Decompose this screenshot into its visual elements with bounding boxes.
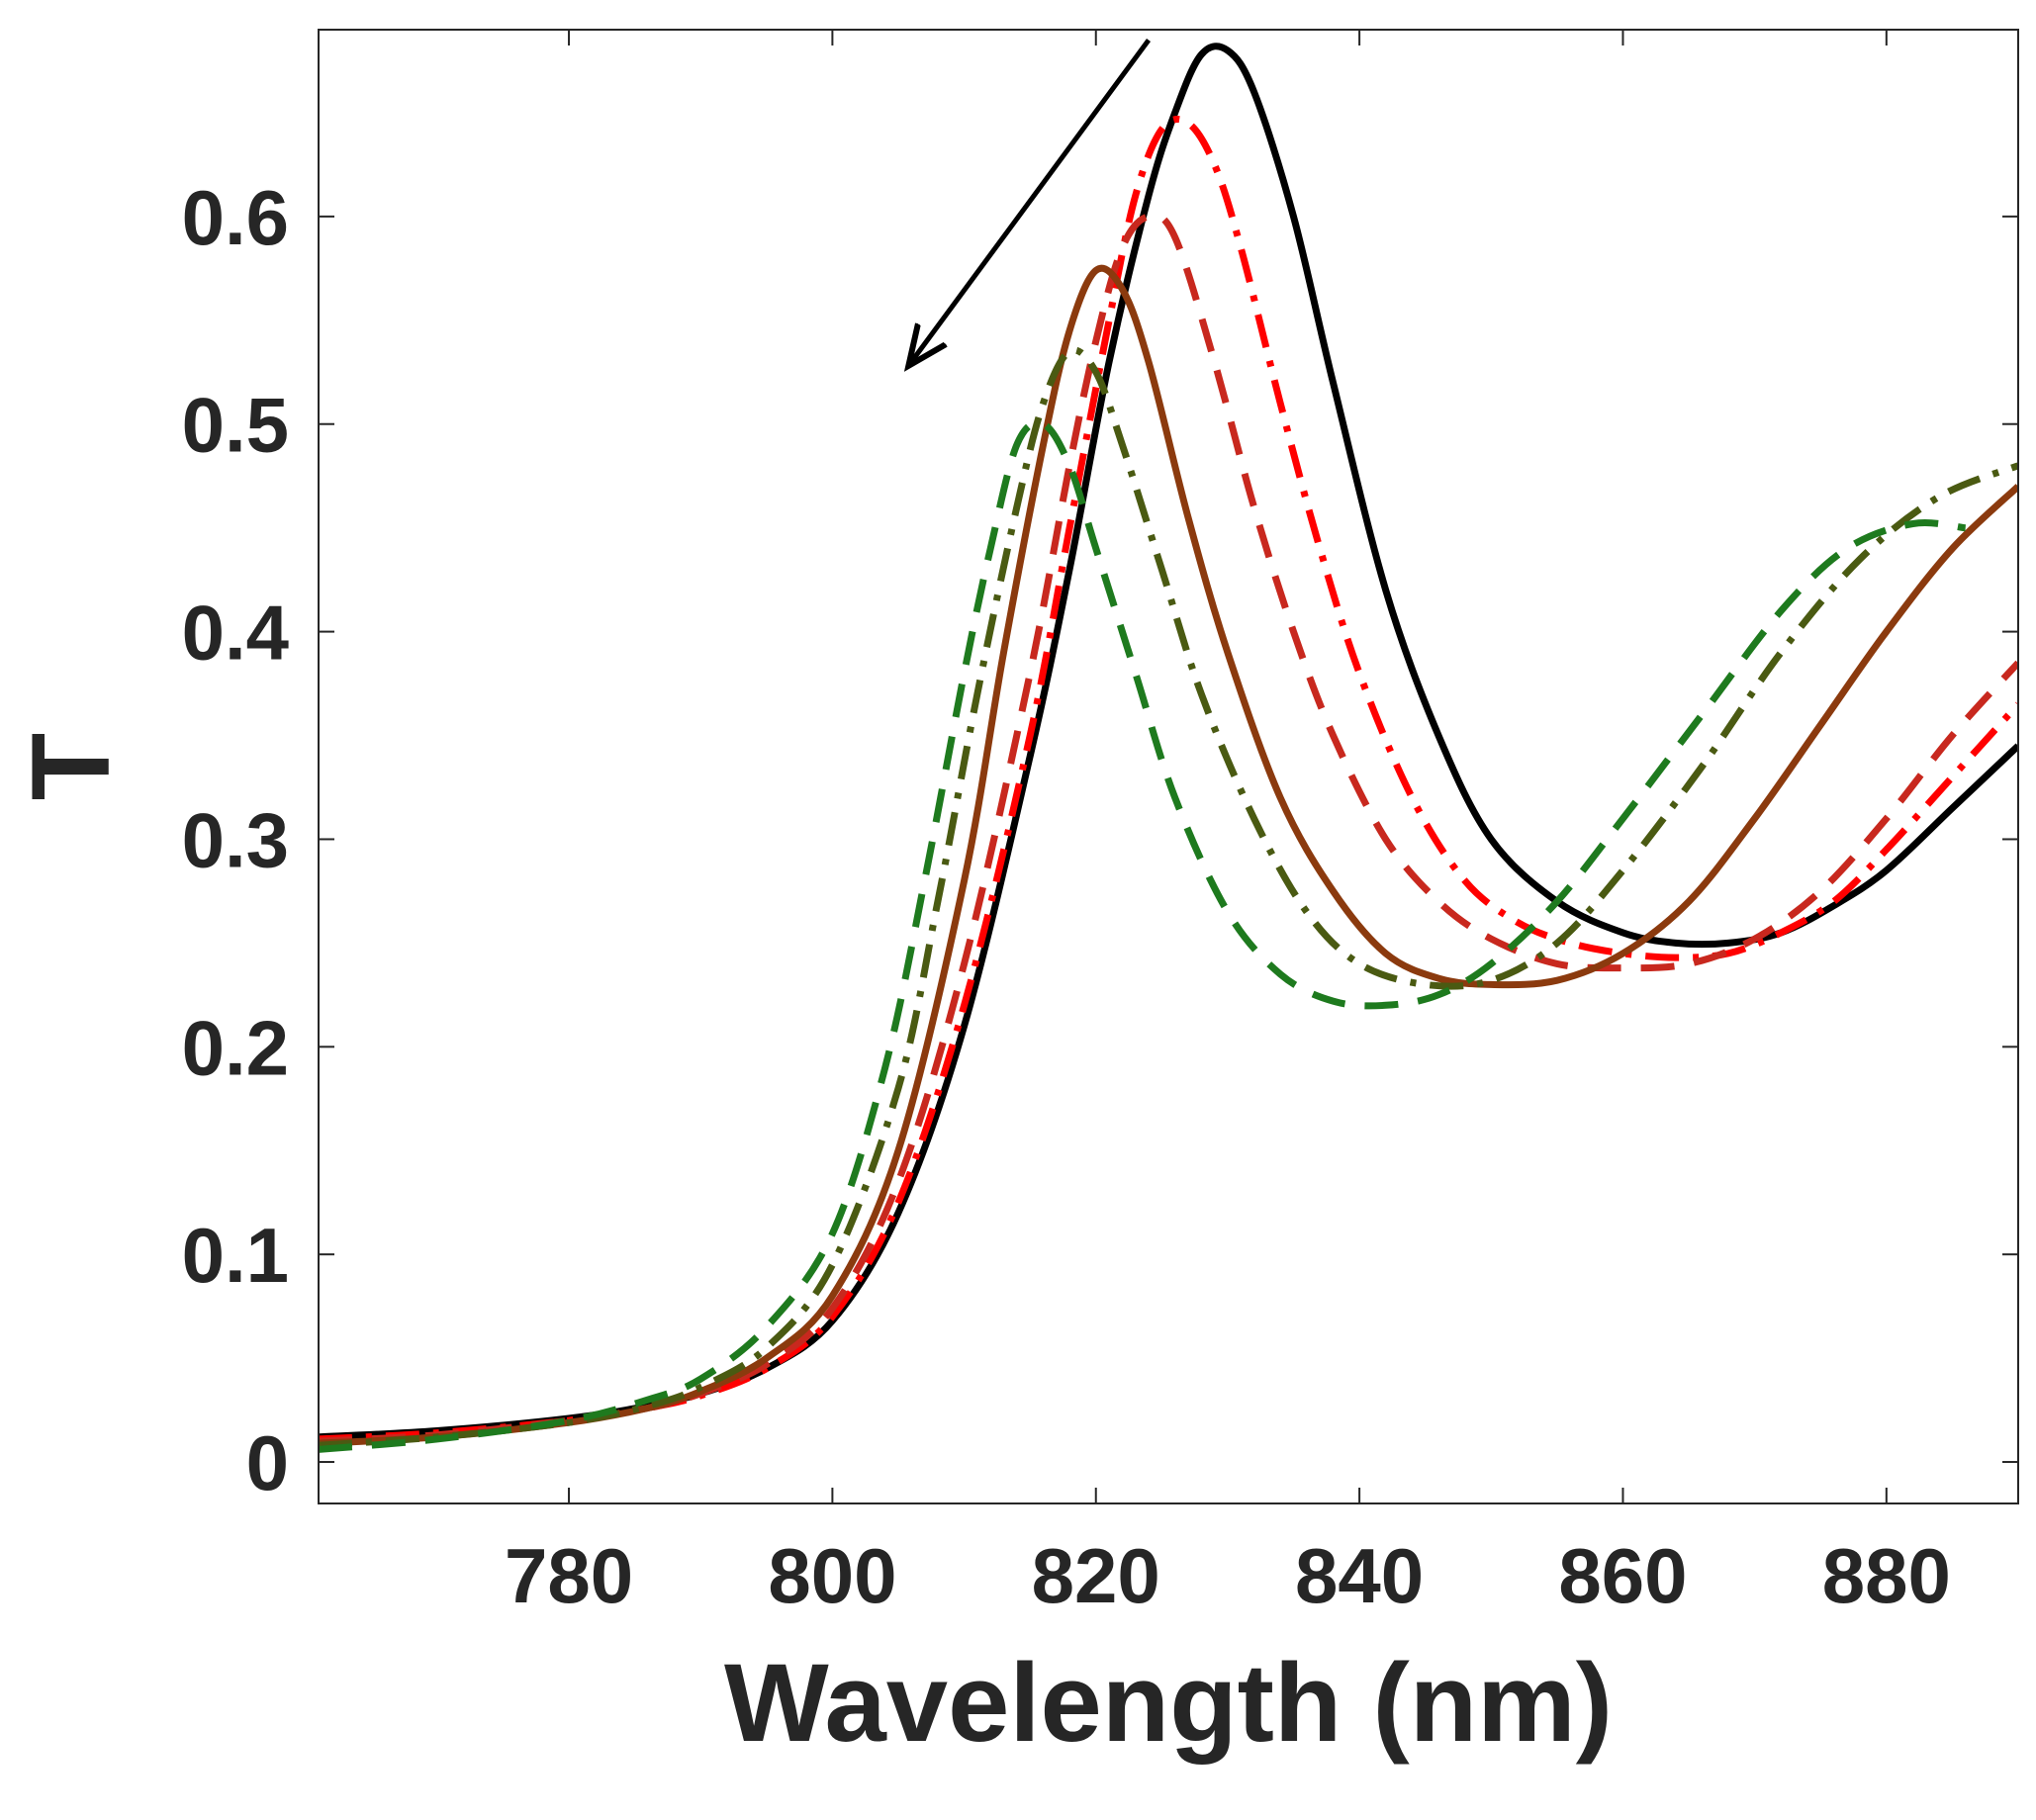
y-tick-label: 0.2 xyxy=(182,1004,289,1091)
series-line-2 xyxy=(319,116,2018,1443)
y-tick-label: 0.5 xyxy=(182,382,289,469)
y-tick-label: 0.3 xyxy=(182,796,289,883)
series-line-4 xyxy=(319,264,2018,1447)
x-tick-label: 820 xyxy=(1032,1532,1160,1619)
y-tick-label: 0.4 xyxy=(182,590,289,677)
axes-box xyxy=(318,29,2019,1504)
x-tick-label: 860 xyxy=(1558,1532,1687,1619)
x-tick-label: 880 xyxy=(1822,1532,1951,1619)
y-tick-label: 0.6 xyxy=(182,174,289,261)
plot-area xyxy=(319,39,2018,1453)
y-tick-label: 0 xyxy=(246,1419,289,1506)
x-axis-label: Wavelength (nm) xyxy=(724,1641,1613,1765)
x-tick-label: 780 xyxy=(505,1532,633,1619)
x-tick-label: 840 xyxy=(1295,1532,1424,1619)
axes xyxy=(318,29,2019,1504)
y-tick-label: 0.1 xyxy=(182,1212,289,1299)
series-line-6 xyxy=(319,419,1967,1453)
ticks: 780 800 820 840 860 880 0 0.1 0.2 0.3 0.4 0.5 0.6 xyxy=(182,30,2018,1619)
annotation-arrow xyxy=(911,39,1152,361)
x-tick-label: 800 xyxy=(768,1532,896,1619)
series-line-3 xyxy=(319,212,2018,1445)
y-axis-label: T xyxy=(9,733,133,800)
series-line-5 xyxy=(319,346,2018,1449)
